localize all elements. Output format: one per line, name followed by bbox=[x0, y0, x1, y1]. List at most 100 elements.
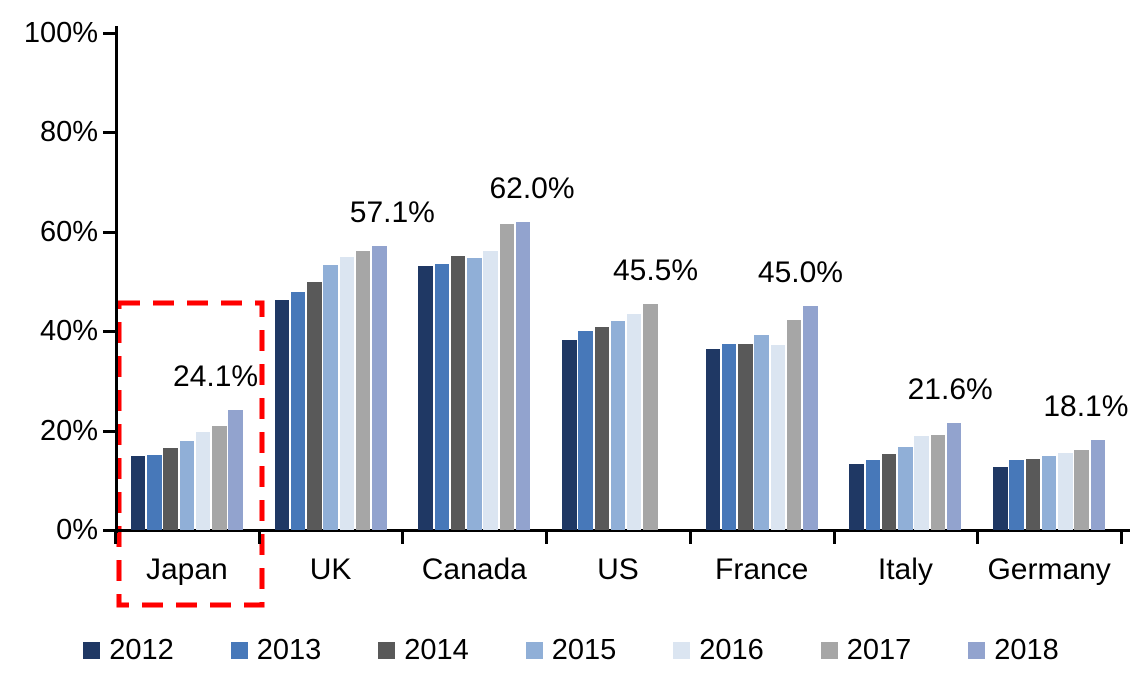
bar-canada-2015 bbox=[467, 258, 482, 530]
y-tick-0 bbox=[103, 529, 115, 532]
data-label-us: 45.5% bbox=[612, 253, 699, 287]
legend-label-2014: 2014 bbox=[404, 634, 469, 666]
legend-swatch-2012 bbox=[83, 641, 101, 659]
bar-canada-2012 bbox=[418, 266, 433, 530]
y-tick-label-0: 0% bbox=[56, 514, 98, 546]
country-label-uk: UK bbox=[309, 553, 352, 586]
legend-item-2017: 2017 bbox=[820, 633, 912, 667]
bar-uk-2016 bbox=[339, 256, 355, 530]
bar-france-2013 bbox=[721, 343, 737, 530]
legend-item-2014: 2014 bbox=[378, 633, 469, 667]
y-tick-60 bbox=[103, 230, 115, 234]
x-tick-1 bbox=[257, 530, 261, 544]
bar-japan-2017 bbox=[212, 426, 227, 530]
country-label-japan: Japan bbox=[145, 553, 228, 586]
legend-label-2017: 2017 bbox=[846, 634, 912, 666]
x-axis bbox=[104, 529, 1130, 532]
data-label-germany: 18.1% bbox=[1043, 390, 1129, 424]
bar-france-2018 bbox=[803, 306, 818, 530]
bar-france-2012 bbox=[705, 348, 721, 530]
legend-swatch-2018 bbox=[968, 641, 986, 659]
bar-italy-2017 bbox=[930, 434, 946, 530]
bar-italy-2012 bbox=[849, 463, 864, 530]
bar-uk-2015 bbox=[323, 265, 338, 530]
bar-japan-2015 bbox=[179, 441, 195, 530]
y-tick-20 bbox=[103, 429, 115, 433]
x-tick-6 bbox=[976, 530, 980, 544]
bar-uk-2013 bbox=[290, 291, 306, 530]
legend-item-2018: 2018 bbox=[968, 633, 1059, 667]
bar-france-2015 bbox=[754, 335, 769, 530]
bar-germany-2018 bbox=[1090, 440, 1106, 530]
bar-us-2013 bbox=[578, 331, 593, 530]
bar-japan-2016 bbox=[195, 431, 211, 530]
bar-us-2012 bbox=[562, 340, 577, 530]
bar-italy-2013 bbox=[865, 460, 881, 530]
bar-uk-2014 bbox=[307, 281, 322, 530]
y-tick-40 bbox=[103, 330, 115, 334]
legend-swatch-2013 bbox=[230, 641, 248, 659]
y-tick-label-80: 80% bbox=[39, 116, 98, 149]
country-label-us: US bbox=[597, 553, 639, 586]
data-label-japan: 24.1% bbox=[173, 360, 259, 394]
bar-canada-2016 bbox=[483, 250, 498, 530]
x-tick-2 bbox=[401, 530, 405, 544]
bar-germany-2014 bbox=[1025, 458, 1041, 530]
bar-canada-2018 bbox=[515, 221, 531, 530]
bar-italy-2014 bbox=[881, 454, 897, 530]
country-label-italy: Italy bbox=[877, 553, 933, 586]
bar-france-2016 bbox=[770, 345, 786, 530]
y-tick-100 bbox=[103, 32, 115, 35]
x-tick-7 bbox=[1120, 530, 1123, 544]
legend-item-2013: 2013 bbox=[230, 633, 322, 667]
legend-swatch-2016 bbox=[673, 641, 691, 659]
data-label-italy: 21.6% bbox=[907, 372, 993, 406]
bar-italy-2018 bbox=[946, 422, 962, 530]
legend-swatch-2015 bbox=[525, 641, 543, 659]
bar-germany-2016 bbox=[1058, 453, 1073, 530]
x-tick-4 bbox=[688, 530, 692, 544]
legend-label-2013: 2013 bbox=[256, 634, 322, 666]
bar-japan-2018 bbox=[228, 410, 243, 530]
bar-japan-2014 bbox=[163, 447, 178, 530]
y-tick-label-60: 60% bbox=[39, 215, 98, 248]
data-label-canada: 62.0% bbox=[489, 171, 575, 205]
y-tick-label-40: 40% bbox=[39, 315, 98, 348]
bar-japan-2012 bbox=[130, 456, 146, 530]
x-tick-3 bbox=[545, 530, 549, 544]
bar-germany-2015 bbox=[1041, 456, 1057, 530]
bar-france-2017 bbox=[786, 319, 802, 530]
bar-germany-2017 bbox=[1074, 450, 1089, 530]
bar-us-2017 bbox=[643, 303, 658, 530]
legend-item-2012: 2012 bbox=[83, 633, 174, 667]
bar-italy-2015 bbox=[898, 446, 913, 530]
chart-legend: 2012 2013 2014 2015 2016 2017 2018 bbox=[0, 630, 1142, 670]
data-label-uk: 57.1% bbox=[349, 196, 435, 230]
data-label-france: 45.0% bbox=[757, 256, 843, 290]
y-tick-label-20: 20% bbox=[39, 414, 98, 447]
x-tick-5 bbox=[832, 530, 836, 544]
bar-uk-2018 bbox=[372, 246, 387, 530]
bar-uk-2012 bbox=[274, 299, 290, 530]
y-axis bbox=[115, 26, 118, 533]
y-tick-label-100: 100% bbox=[23, 17, 98, 49]
legend-item-2015: 2015 bbox=[525, 633, 617, 667]
bar-germany-2012 bbox=[993, 467, 1008, 530]
bar-japan-2013 bbox=[147, 455, 162, 530]
bar-us-2015 bbox=[610, 321, 626, 530]
bar-us-2016 bbox=[626, 313, 642, 530]
country-label-germany: Germany bbox=[987, 553, 1111, 586]
bar-canada-2013 bbox=[434, 263, 450, 530]
bar-canada-2017 bbox=[499, 223, 515, 530]
bar-canada-2014 bbox=[450, 256, 466, 530]
bar-us-2014 bbox=[594, 326, 609, 530]
x-tick-0 bbox=[114, 530, 117, 544]
legend-label-2016: 2016 bbox=[699, 634, 764, 666]
bar-france-2014 bbox=[738, 343, 753, 530]
bar-italy-2016 bbox=[914, 435, 929, 530]
bar-uk-2017 bbox=[355, 251, 371, 530]
bar-germany-2013 bbox=[1009, 460, 1024, 530]
legend-label-2012: 2012 bbox=[109, 634, 174, 666]
legend-label-2015: 2015 bbox=[551, 634, 617, 666]
